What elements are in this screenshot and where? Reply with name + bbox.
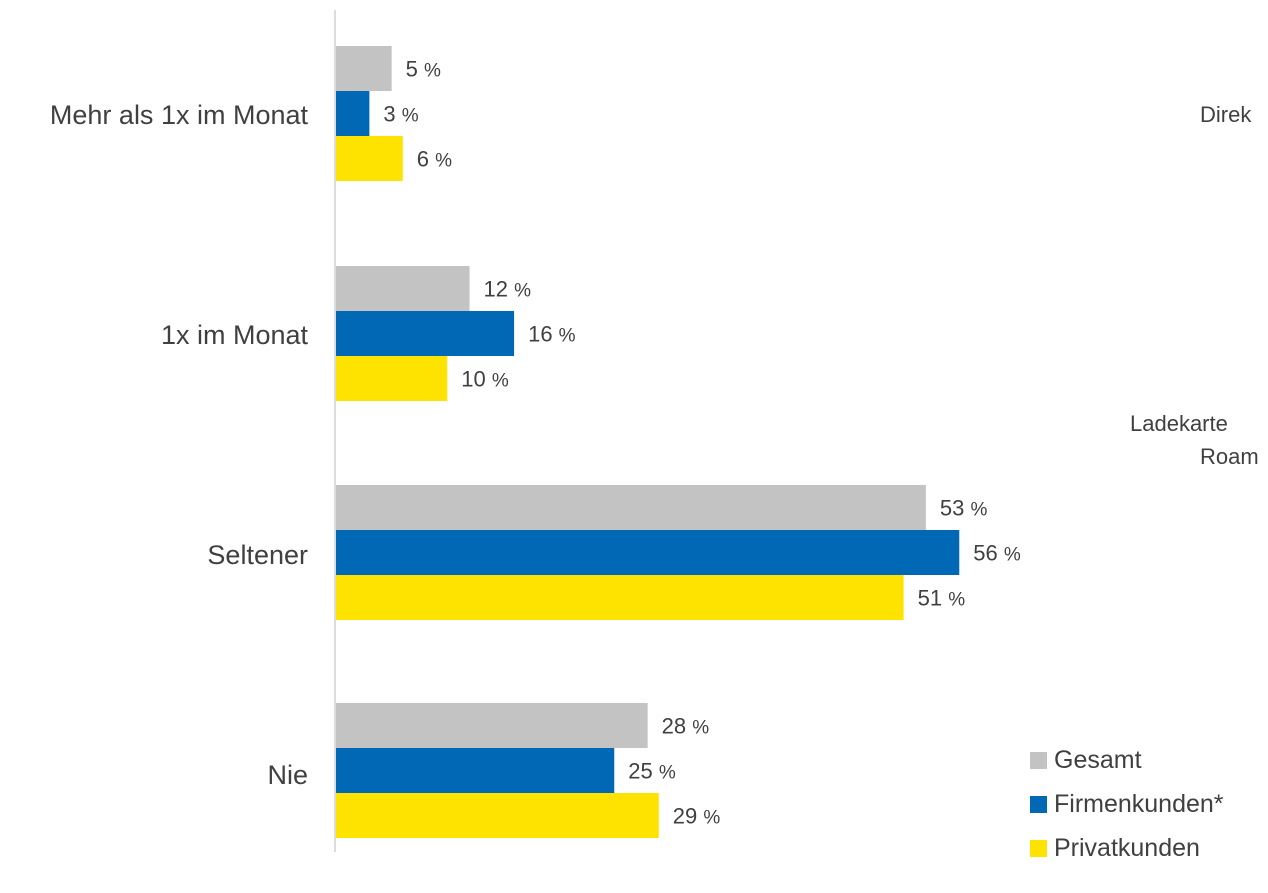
legend-swatch-firmenkunden: [1030, 795, 1047, 813]
value-label-firmenkunden-1x-im-monat: 16 %: [528, 322, 576, 347]
value-labels: 5 % 3 % 6 % 12 % 16 % 10 % 53 % 56 % 51 % 28 % 25 …: [383, 57, 1020, 829]
bar-gesamt-nie: [336, 703, 648, 748]
cut-off-label-roam: Roam: [1200, 444, 1259, 469]
legend-label-gesamt: Gesamt: [1054, 745, 1142, 774]
category-labels: Mehr als 1x im Monat 1x im Monat Seltener N…: [50, 100, 309, 790]
value-label-gesamt-nie: 28 %: [662, 714, 710, 739]
bar-privatkunden-nie: [336, 793, 659, 838]
value-label-privatkunden-mehr-als-1x-im-monat: 6 %: [417, 147, 452, 172]
legend-swatch-privatkunden: [1030, 839, 1047, 857]
value-label-privatkunden-nie: 29 %: [673, 804, 721, 829]
category-label-mehr-als-1x-im-monat: Mehr als 1x im Monat: [50, 100, 309, 130]
value-label-firmenkunden-nie: 25 %: [628, 759, 676, 784]
cut-off-label-ladekarte: Ladekarte: [1130, 411, 1228, 436]
value-label-gesamt-seltener: 53 %: [940, 496, 988, 521]
category-label-seltener: Seltener: [207, 540, 308, 570]
bar-gesamt-seltener: [336, 485, 926, 530]
bar-firmenkunden-1x-im-monat: [336, 311, 515, 356]
value-label-privatkunden-1x-im-monat: 10 %: [461, 367, 509, 392]
bar-privatkunden-mehr-als-1x-im-monat: [336, 136, 403, 181]
value-label-gesamt-1x-im-monat: 12 %: [484, 277, 532, 302]
legend-item-firmenkunden: Firmenkunden*: [1030, 782, 1224, 826]
bar-firmenkunden-seltener: [336, 530, 960, 575]
legend-item-gesamt: Gesamt: [1030, 738, 1224, 782]
legend-swatch-gesamt: [1030, 751, 1047, 769]
bar-privatkunden-seltener: [336, 575, 904, 620]
legend: Gesamt Firmenkunden* Privatkunden: [1030, 738, 1224, 870]
cut-off-label-direk: Direk: [1200, 102, 1252, 127]
bar-firmenkunden-nie: [336, 748, 615, 793]
value-label-privatkunden-seltener: 51 %: [918, 586, 966, 611]
bar-gesamt-1x-im-monat: [336, 266, 470, 311]
category-label-1x-im-monat: 1x im Monat: [161, 320, 309, 350]
legend-label-firmenkunden: Firmenkunden*: [1054, 789, 1224, 818]
value-label-firmenkunden-seltener: 56 %: [973, 541, 1021, 566]
bar-gesamt-mehr-als-1x-im-monat: [336, 46, 392, 91]
legend-label-privatkunden: Privatkunden: [1054, 833, 1200, 862]
bars: [336, 46, 960, 838]
legend-item-privatkunden: Privatkunden: [1030, 826, 1224, 870]
bar-privatkunden-1x-im-monat: [336, 356, 448, 401]
value-label-firmenkunden-mehr-als-1x-im-monat: 3 %: [383, 102, 418, 127]
bar-firmenkunden-mehr-als-1x-im-monat: [336, 91, 370, 136]
category-label-nie: Nie: [267, 760, 308, 790]
value-label-gesamt-mehr-als-1x-im-monat: 5 %: [406, 57, 441, 82]
